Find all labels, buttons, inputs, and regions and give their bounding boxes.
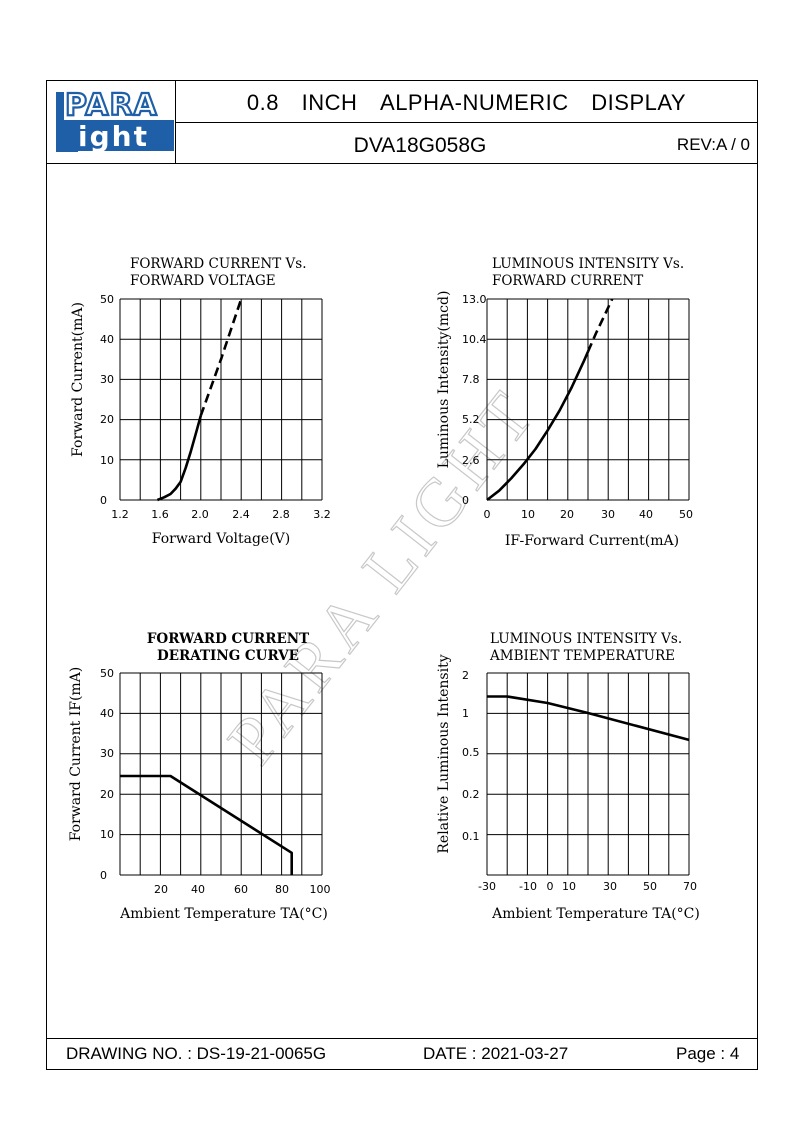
y-tick-label: 50 [100,667,114,680]
x-tick-label: 2.4 [232,508,250,521]
logo-top-text: PARA [65,88,158,123]
x-tick-label: 1.2 [111,508,129,521]
series-line [486,351,590,502]
y-tick-label: 10.4 [462,333,487,346]
y-tick-label: 0 [100,494,107,507]
chart-title: FORWARD CURRENT Vs. [130,256,307,272]
title-word: INCH [301,90,358,115]
x-tick-label: 40 [639,508,653,521]
x-tick-label: 10 [562,880,576,893]
title-word: ALPHA-NUMERIC [380,90,569,115]
y-tick-label: 0 [100,869,107,882]
y-tick-label: 10 [100,454,114,467]
series-line [487,695,690,742]
x-tick-label: 3.2 [313,508,331,521]
chart-title: FORWARD VOLTAGE [130,273,276,289]
y-axis-label: Forward Current IF(mA) [68,667,84,842]
y-tick-label: 50 [100,293,114,306]
y-tick-label: 2.6 [462,454,480,467]
series-line [156,415,203,502]
x-tick-label: 70 [683,880,697,893]
chart-title: AMBIENT TEMPERATURE [489,648,675,664]
y-tick-label: 0.1 [462,830,480,843]
y-tick-label: 40 [100,333,114,346]
para-light-logo: PARA ight [56,88,174,154]
logo-bottom-text: ight [78,120,149,153]
x-tick-label: 0 [547,880,554,893]
x-tick-label: 50 [679,508,693,521]
x-tick-label: -30 [478,880,496,893]
x-tick-label: 10 [521,508,535,521]
page-number: Page : 4 [676,1044,740,1063]
x-tick-label: 20 [560,508,574,521]
x-axis-label: Ambient Temperature TA(°C) [491,906,700,922]
footer-divider [46,1038,758,1039]
title-word: 0.8 [246,90,279,115]
y-tick-label: 13.0 [462,293,487,306]
chart-title: LUMINOUS INTENSITY Vs. [492,256,684,272]
date: DATE : 2021-03-27 [423,1044,569,1063]
y-tick-label: 1 [462,707,469,720]
y-axis-label: Forward Current(mA) [70,302,86,457]
y-axis-label: Relative Luminous Intensity [436,654,452,853]
y-tick-label: 40 [100,707,114,720]
y-axis-label: Luminous Intensity(mcd) [436,291,452,469]
y-tick-label: 10 [100,828,114,841]
x-tick-label: -10 [519,880,537,893]
y-tick-label: 0 [462,494,469,507]
series-line [120,774,294,875]
chart-title: FORWARD CURRENT [492,273,643,289]
x-tick-label: 100 [310,883,331,896]
x-axis-label: Ambient Temperature TA(°C) [119,906,328,922]
x-tick-label: 80 [275,883,289,896]
series-line-dashed [199,298,243,417]
x-axis-label: IF-Forward Current(mA) [505,533,679,549]
y-tick-label: 2 [462,669,469,682]
header-divider-horizontal-bottom [46,163,758,164]
y-tick-label: 7.8 [462,373,480,386]
title-word: DISPLAY [591,90,687,115]
x-tick-label: 2.0 [191,508,209,521]
model-number: DVA18G058G [353,134,487,157]
x-tick-label: 30 [603,880,617,893]
document-frame [46,80,758,1070]
y-tick-label: 0.2 [462,788,480,801]
x-tick-label: 2.8 [272,508,290,521]
x-tick-label: 50 [643,880,657,893]
x-tick-label: 20 [154,883,168,896]
y-tick-label: 0.5 [462,746,480,759]
y-tick-label: 20 [100,788,114,801]
y-tick-label: 5.2 [462,413,480,426]
chart-title: LUMINOUS INTENSITY Vs. [490,631,682,647]
chart-title: DERATING CURVE [157,648,299,664]
x-tick-label: 1.6 [151,508,169,521]
drawing-number: DRAWING NO. : DS-19-21-0065G [66,1044,327,1063]
revision: REV:A / 0 [676,135,750,154]
x-tick-label: 60 [234,883,248,896]
header-divider-horizontal-mid [175,122,758,123]
page-title: 0.8 INCH ALPHA-NUMERIC DISPLAY [175,84,758,122]
y-tick-label: 30 [100,373,114,386]
y-tick-label: 20 [100,413,114,426]
y-tick-label: 30 [100,747,114,760]
x-tick-label: 40 [191,883,205,896]
x-tick-label: 30 [601,508,615,521]
x-axis-label: Forward Voltage(V) [152,531,291,547]
series-line-dashed [586,298,614,353]
chart-title: FORWARD CURRENT [147,631,309,647]
x-tick-label: 0 [484,508,491,521]
watermark-text: PARA LIGHT [213,374,551,777]
